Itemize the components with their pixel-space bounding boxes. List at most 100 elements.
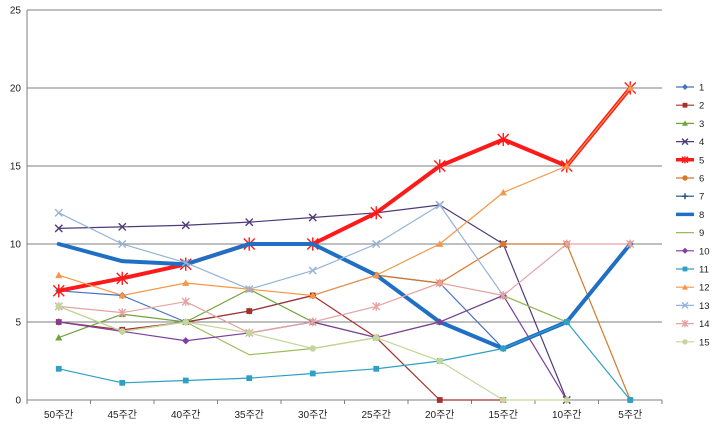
data-point [373,334,380,341]
data-point [681,138,689,146]
y-axis: 0 5 10 15 20 25 [10,6,28,407]
data-point [118,239,127,249]
data-point [436,357,443,365]
series-15 [55,303,570,404]
data-point [563,162,571,169]
series-14 [54,239,635,338]
series-5 [52,81,637,298]
data-point [54,208,63,217]
data-point [500,396,507,404]
series-line [58,204,504,297]
data-point [246,308,253,314]
legend-label: 14 [699,319,710,330]
x-tick-label: 50주간 [44,409,74,421]
legend-item: 2 [676,101,704,112]
series-line [58,243,631,334]
data-point [116,271,129,285]
data-point [309,291,317,299]
data-point [246,329,253,337]
data-point [181,221,190,230]
data-point [181,297,190,307]
x-tick-label: 5주간 [618,409,642,421]
data-point [182,318,189,326]
series-line [56,86,633,293]
data-point [563,319,570,325]
series-line [58,321,631,401]
data-point [308,213,317,222]
y-tick-label: 10 [10,240,22,251]
data-point [435,200,444,210]
data-point [500,345,507,352]
legend-item: 1 [676,83,704,94]
data-point [499,291,508,300]
y-tick-label: 5 [15,318,21,329]
data-point [436,240,444,247]
data-point [181,258,190,267]
data-point [627,397,634,403]
data-point [309,345,316,352]
legend-item: 4 [676,137,704,148]
data-point [499,188,507,196]
data-point [682,175,688,181]
x-tick-label: 25주간 [361,409,391,421]
series-line [58,294,504,401]
y-tick-label: 15 [10,162,22,173]
x-axis: 50주간 45주간 40주간 35주간 30주간 25주간 20주간 15주간 10주간 5주간 [26,399,663,421]
data-point [182,279,190,286]
data-point [118,308,127,317]
data-point [119,328,126,335]
data-point [682,84,688,90]
data-point [308,266,317,275]
series-line [56,242,633,351]
legend-item: 13 [676,301,710,312]
y-tick-label: 0 [15,396,21,407]
data-point [372,271,380,279]
data-point [681,301,689,309]
data-point [119,379,126,386]
legend-label: 11 [699,265,709,276]
legend-label: 4 [699,137,704,148]
data-point [55,318,63,326]
data-point [308,317,317,327]
legend-label: 2 [699,101,704,112]
legend-item: 15 [676,337,710,348]
legend-label: 9 [699,228,704,239]
legend-item: 8 [676,210,704,221]
data-point [372,302,381,311]
data-point [52,284,65,298]
data-point [681,156,689,164]
data-point [370,206,383,220]
data-point [682,339,688,345]
data-point [497,132,510,147]
data-point [682,284,688,290]
data-point [54,224,63,233]
legend-label: 15 [699,337,710,348]
legend-label: 13 [699,301,710,312]
legend-item: 7 [676,192,704,203]
x-tick-label: 15주간 [488,409,518,421]
data-point [245,285,254,294]
y-tick-label: 25 [10,6,22,17]
legend-item: 11 [676,265,709,276]
legend-item: 10 [676,246,710,257]
data-point [55,303,62,310]
series-8 [56,242,633,351]
legend-label: 5 [699,155,704,166]
series-lines [52,81,637,405]
legend-label: 10 [699,246,710,257]
data-point [681,320,689,328]
x-tick-label: 35주간 [234,409,264,421]
legend-item: 5 [676,155,704,166]
data-point [118,291,126,299]
legend-label: 1 [699,83,704,94]
data-point [682,120,688,126]
data-point [682,247,688,254]
legend-item: 12 [676,283,710,294]
y-tick-label: 20 [10,84,22,95]
data-point [182,377,189,384]
series-2 [55,292,507,403]
data-point [373,365,380,372]
data-point [245,218,254,227]
